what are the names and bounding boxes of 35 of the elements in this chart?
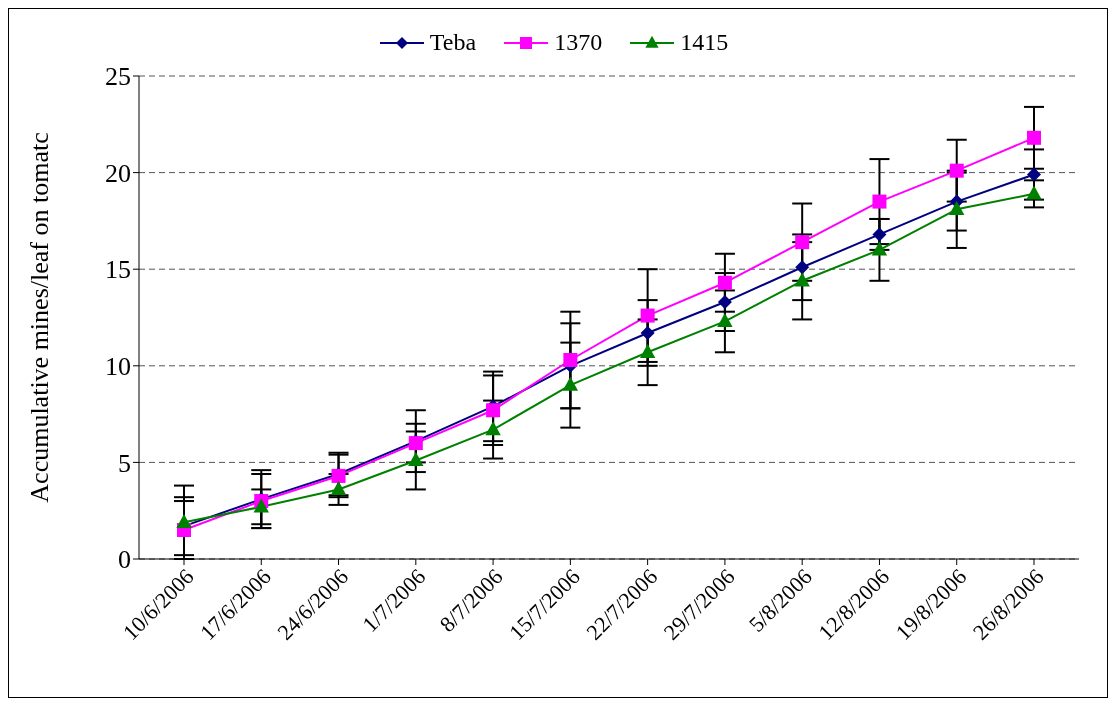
point xyxy=(872,194,887,209)
y-tick-label: 0 xyxy=(118,545,131,575)
point xyxy=(795,235,810,250)
point xyxy=(794,272,810,287)
point xyxy=(486,403,501,418)
y-tick-label: 10 xyxy=(105,352,131,382)
y-tick-label: 20 xyxy=(105,158,131,188)
point xyxy=(330,481,347,496)
point xyxy=(485,421,501,436)
point xyxy=(949,163,964,178)
legend-label: 1415 xyxy=(680,29,729,56)
y-tick-label: 5 xyxy=(118,448,131,478)
point xyxy=(562,376,579,391)
point xyxy=(253,498,269,513)
point xyxy=(1027,167,1041,182)
y-axis-title: Accumulative mines/leaf on tomatc xyxy=(25,132,55,503)
point xyxy=(563,353,578,367)
point xyxy=(717,275,732,290)
point xyxy=(717,295,732,310)
point xyxy=(176,513,192,528)
point xyxy=(872,227,887,242)
point xyxy=(871,241,888,256)
point xyxy=(1026,185,1042,200)
point xyxy=(795,260,810,275)
y-tick-label: 15 xyxy=(105,255,131,285)
point xyxy=(949,200,965,215)
point xyxy=(639,343,656,358)
y-tick-label: 25 xyxy=(105,62,131,92)
legend-label: 1370 xyxy=(554,29,603,56)
point xyxy=(408,452,424,467)
point xyxy=(1027,130,1041,145)
point xyxy=(640,325,655,340)
point xyxy=(717,312,733,327)
point xyxy=(640,308,655,323)
legend-label: Teba xyxy=(429,29,477,56)
